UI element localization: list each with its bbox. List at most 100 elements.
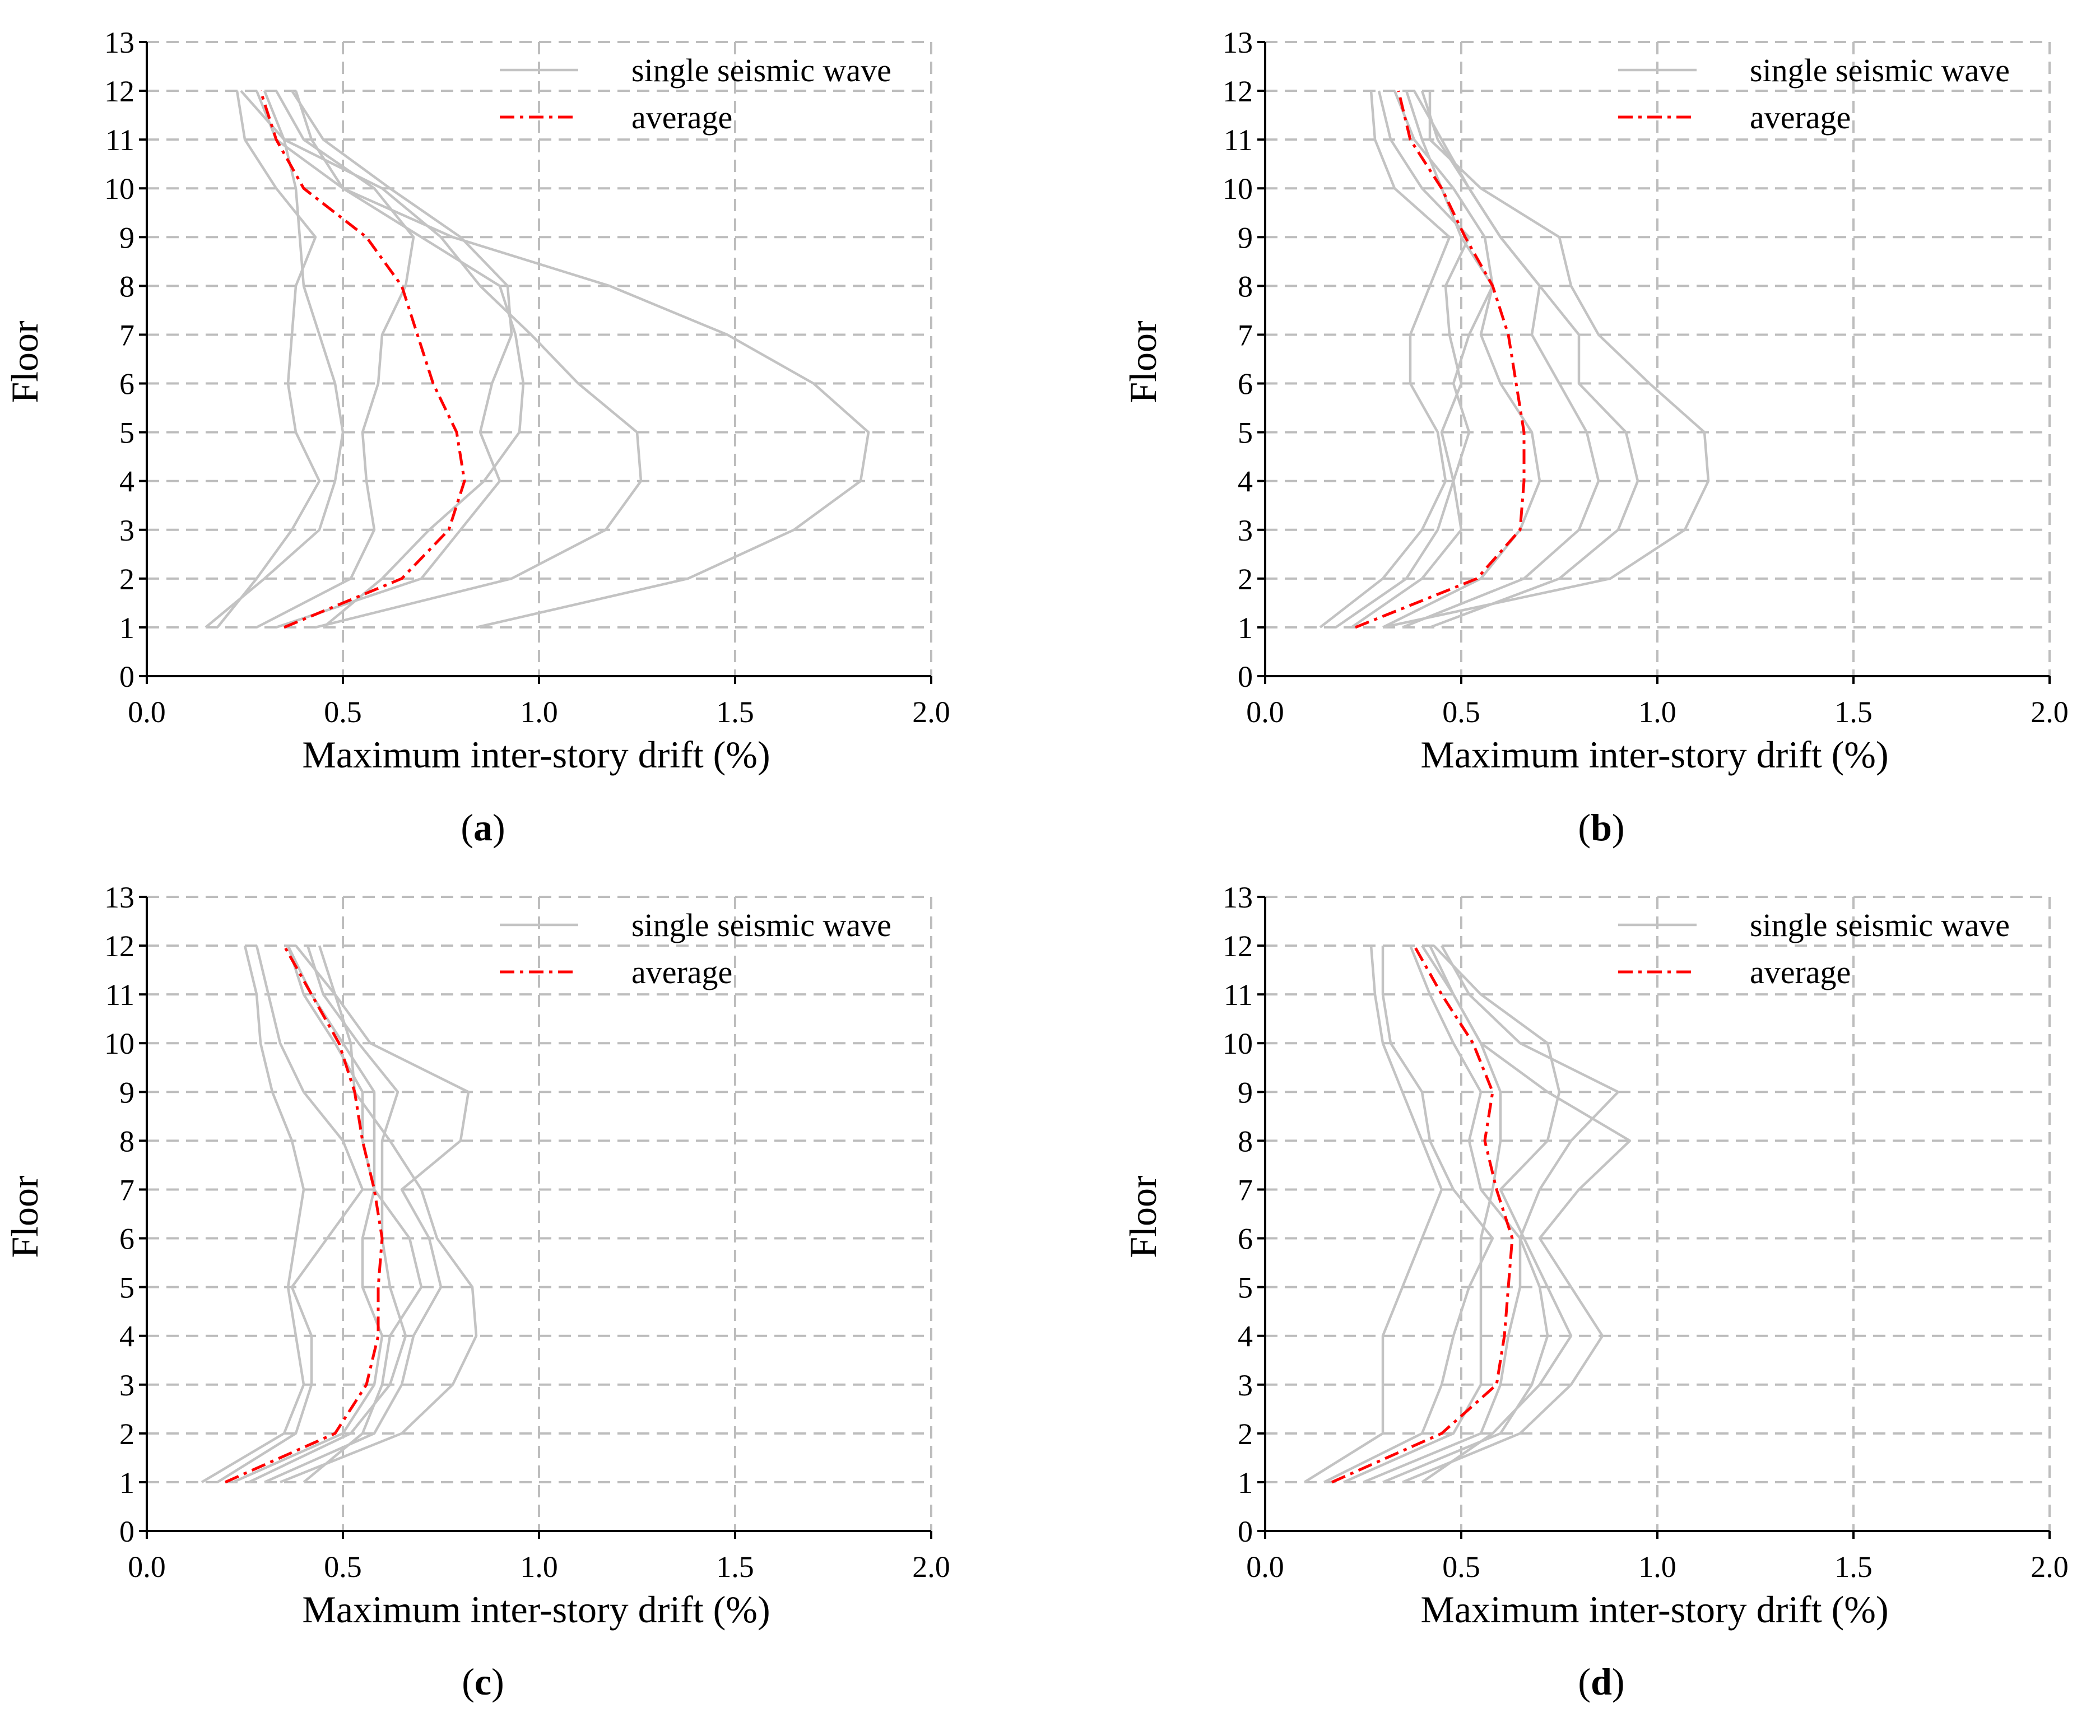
- x-tick-label: 0.5: [324, 1550, 362, 1584]
- panel-caption-letter: b: [1591, 806, 1612, 849]
- x-tick-label: 2.0: [912, 695, 950, 729]
- y-tick-label: 13: [1223, 26, 1253, 59]
- y-tick-label: 6: [119, 1222, 134, 1256]
- y-tick-label: 9: [119, 221, 134, 254]
- average-line: [259, 90, 466, 629]
- y-tick-label: 8: [119, 269, 134, 303]
- x-tick-label: 1.5: [716, 1550, 754, 1584]
- y-tick-label: 3: [119, 514, 134, 547]
- x-axis-title: Maximum inter-story drift (%): [302, 1588, 770, 1631]
- y-tick-label: 5: [1238, 416, 1253, 450]
- panel-caption-letter: c: [475, 1660, 491, 1703]
- x-axis-title: Maximum inter-story drift (%): [1420, 1588, 1888, 1631]
- x-tick-label: 0.5: [1442, 1550, 1480, 1584]
- average-line: [1331, 944, 1514, 1484]
- legend-label-average: average: [1750, 99, 1851, 136]
- y-tick-label: 7: [1238, 318, 1253, 352]
- panel-caption: (d): [1578, 1660, 1624, 1703]
- y-tick-label: 11: [105, 123, 134, 157]
- legend-label-single-seismic-wave: single seismic wave: [631, 907, 891, 943]
- y-tick-label: 8: [1238, 1124, 1253, 1158]
- single-seismic-wave-line: [1363, 945, 1522, 1484]
- panel-caption: (b): [1578, 806, 1624, 849]
- single-seismic-wave-line: [1323, 946, 1494, 1483]
- y-tick-label: 5: [119, 1271, 134, 1305]
- y-tick-label: 4: [1238, 1320, 1253, 1353]
- single-seismic-wave-line: [1402, 945, 1632, 1484]
- x-tick-label: 1.0: [520, 695, 558, 729]
- y-tick-label: 0: [1238, 1515, 1253, 1548]
- legend: single seismic wave average: [500, 907, 891, 990]
- single-seismic-wave-line: [286, 945, 423, 1483]
- x-tick-label: 2.0: [2031, 1550, 2069, 1584]
- single-seismic-wave-line: [216, 90, 321, 629]
- y-tick-label: 9: [119, 1076, 134, 1109]
- y-tick-label: 0: [119, 1515, 134, 1548]
- y-tick-label: 6: [1238, 1222, 1253, 1256]
- y-tick-label: 7: [119, 318, 134, 352]
- y-tick-label: 1: [1238, 1466, 1253, 1500]
- y-tick-label: 2: [1238, 1417, 1253, 1451]
- y-tick-label: 3: [1238, 1369, 1253, 1402]
- single-seismic-wave-line: [255, 90, 870, 629]
- x-axis-title: Maximum inter-story drift (%): [302, 733, 770, 776]
- single-seismic-wave-line: [216, 945, 364, 1483]
- panel-caption-letter: d: [1591, 1660, 1612, 1703]
- panel-caption: (c): [462, 1660, 504, 1703]
- y-tick-label: 2: [1238, 562, 1253, 596]
- y-tick-label: 12: [1223, 929, 1253, 963]
- x-tick-label: 1.5: [716, 695, 754, 729]
- single-seismic-wave-line: [1382, 91, 1710, 629]
- single-seismic-wave-line: [294, 90, 525, 629]
- x-tick-label: 0.5: [1442, 695, 1480, 729]
- y-axis-title: Floor: [1122, 320, 1164, 403]
- legend: single seismic wave average: [500, 52, 891, 136]
- average-line: [1355, 90, 1526, 629]
- y-tick-label: 4: [119, 1320, 134, 1353]
- single-seismic-wave-line: [255, 90, 415, 629]
- single-seismic-wave-line: [1382, 944, 1620, 1484]
- legend: single seismic wave average: [1618, 907, 2010, 990]
- panel-caption: (a): [461, 806, 505, 849]
- y-tick-label: 0: [119, 660, 134, 694]
- single-seismic-wave-line: [1303, 945, 1443, 1483]
- x-tick-label: 0.0: [128, 1550, 166, 1584]
- y-tick-label: 3: [1238, 514, 1253, 547]
- x-tick-label: 0.5: [324, 695, 362, 729]
- y-tick-label: 1: [1238, 611, 1253, 645]
- x-tick-label: 0.0: [1246, 1550, 1284, 1584]
- y-tick-label: 0: [1238, 660, 1253, 694]
- y-tick-label: 9: [1238, 221, 1253, 254]
- single-seismic-wave-line: [276, 90, 513, 629]
- single-seismic-wave-line: [233, 945, 384, 1483]
- x-tick-label: 1.5: [1834, 695, 1873, 729]
- single-seismic-wave-line: [248, 945, 407, 1483]
- y-tick-label: 1: [119, 611, 134, 645]
- y-tick-label: 10: [104, 172, 134, 206]
- x-tick-label: 0.0: [128, 695, 166, 729]
- y-tick-label: 7: [119, 1173, 134, 1207]
- y-axis-title: Floor: [3, 320, 46, 403]
- x-tick-label: 1.0: [1638, 1550, 1676, 1584]
- y-axis-title: Floor: [1122, 1175, 1164, 1258]
- y-tick-label: 3: [119, 1369, 134, 1402]
- y-tick-label: 10: [1223, 172, 1253, 206]
- y-tick-label: 11: [1224, 123, 1253, 157]
- y-tick-label: 1: [119, 1466, 134, 1500]
- y-tick-label: 11: [105, 978, 134, 1012]
- legend: single seismic wave average: [1618, 52, 2010, 136]
- single-seismic-wave-line: [280, 944, 478, 1484]
- y-tick-label: 8: [119, 1124, 134, 1158]
- y-tick-label: 13: [104, 26, 134, 59]
- y-tick-label: 2: [119, 562, 134, 596]
- average-line: [224, 944, 384, 1484]
- y-tick-label: 4: [119, 465, 134, 499]
- legend-label-single-seismic-wave: single seismic wave: [631, 52, 891, 89]
- y-tick-label: 13: [1223, 881, 1253, 914]
